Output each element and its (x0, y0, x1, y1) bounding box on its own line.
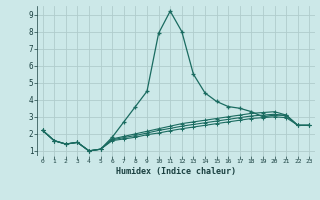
X-axis label: Humidex (Indice chaleur): Humidex (Indice chaleur) (116, 167, 236, 176)
